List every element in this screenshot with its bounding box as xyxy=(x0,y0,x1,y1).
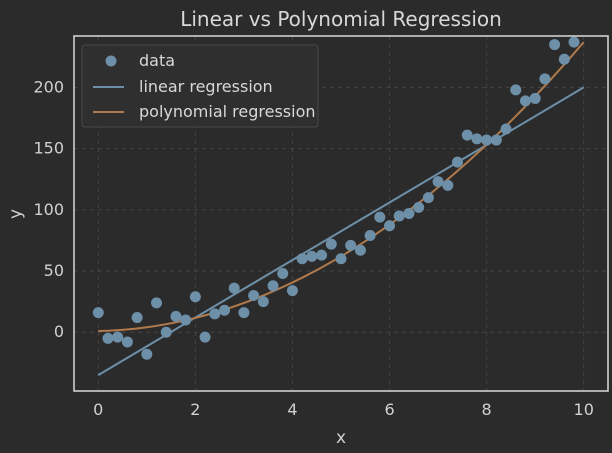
data-point xyxy=(384,220,396,232)
legend-marker-data xyxy=(105,55,117,67)
data-point xyxy=(199,331,211,343)
data-points xyxy=(92,36,580,360)
data-point xyxy=(170,310,182,322)
x-tick-label: 0 xyxy=(93,400,103,419)
data-point xyxy=(403,208,415,219)
data-point xyxy=(160,326,172,338)
y-axis-label: y xyxy=(6,209,26,219)
y-tick-label: 50 xyxy=(44,261,64,280)
data-point xyxy=(218,304,230,316)
data-point xyxy=(151,297,163,309)
data-point xyxy=(452,156,464,168)
data-point xyxy=(364,230,376,242)
x-tick-label: 10 xyxy=(574,400,594,419)
data-point xyxy=(92,307,104,319)
data-point xyxy=(461,129,473,141)
data-point xyxy=(141,348,153,360)
x-tick-label: 2 xyxy=(190,400,200,419)
y-tick-label: 100 xyxy=(33,200,64,219)
data-point xyxy=(471,133,483,145)
data-point xyxy=(345,239,357,251)
x-axis-ticks: 0 2 4 6 8 10 xyxy=(93,400,594,419)
linear-regression-line xyxy=(97,86,585,376)
data-point xyxy=(500,123,512,135)
data-point xyxy=(112,331,124,343)
data-point xyxy=(286,285,298,297)
data-point xyxy=(481,134,493,146)
legend: data linear regression polynomial regres… xyxy=(81,44,319,128)
data-point xyxy=(102,332,114,344)
data-point xyxy=(277,267,289,279)
y-tick-label: 200 xyxy=(33,77,64,96)
data-point xyxy=(306,250,318,262)
data-point xyxy=(490,134,502,146)
data-point xyxy=(131,312,143,324)
data-point xyxy=(568,36,580,48)
data-point xyxy=(325,238,337,250)
data-point xyxy=(248,290,260,302)
data-point xyxy=(189,291,201,303)
data-point xyxy=(432,176,444,188)
data-point xyxy=(549,39,561,51)
data-point xyxy=(442,179,454,191)
data-point xyxy=(519,95,531,107)
data-point xyxy=(267,280,279,292)
legend-label-data: data xyxy=(139,51,175,70)
data-point xyxy=(558,53,570,65)
x-tick-label: 8 xyxy=(482,400,492,419)
data-point xyxy=(316,249,328,261)
data-point xyxy=(180,314,192,326)
data-point xyxy=(257,296,269,308)
x-tick-label: 4 xyxy=(287,400,297,419)
x-tick-label: 6 xyxy=(384,400,394,419)
data-point xyxy=(228,282,240,294)
legend-box xyxy=(81,44,319,128)
data-point xyxy=(422,192,434,204)
y-axis-ticks: 0 50 100 150 200 xyxy=(33,77,64,341)
legend-label-polynomial: polynomial regression xyxy=(139,102,316,121)
data-point xyxy=(393,210,405,222)
data-point xyxy=(335,253,347,265)
data-point xyxy=(529,92,541,104)
data-point xyxy=(413,201,425,213)
data-point xyxy=(238,307,250,319)
data-point xyxy=(510,84,522,96)
data-point xyxy=(296,253,308,265)
data-point xyxy=(539,73,551,85)
plot-frame xyxy=(73,35,609,392)
y-tick-label: 0 xyxy=(54,322,64,341)
x-axis-label: x xyxy=(336,428,346,448)
data-point xyxy=(209,308,221,320)
data-point xyxy=(121,336,133,348)
y-tick-label: 150 xyxy=(33,139,64,158)
chart-title: Linear vs Polynomial Regression xyxy=(180,7,502,31)
data-point xyxy=(374,211,386,223)
data-point xyxy=(354,244,366,256)
legend-label-linear: linear regression xyxy=(139,77,273,96)
